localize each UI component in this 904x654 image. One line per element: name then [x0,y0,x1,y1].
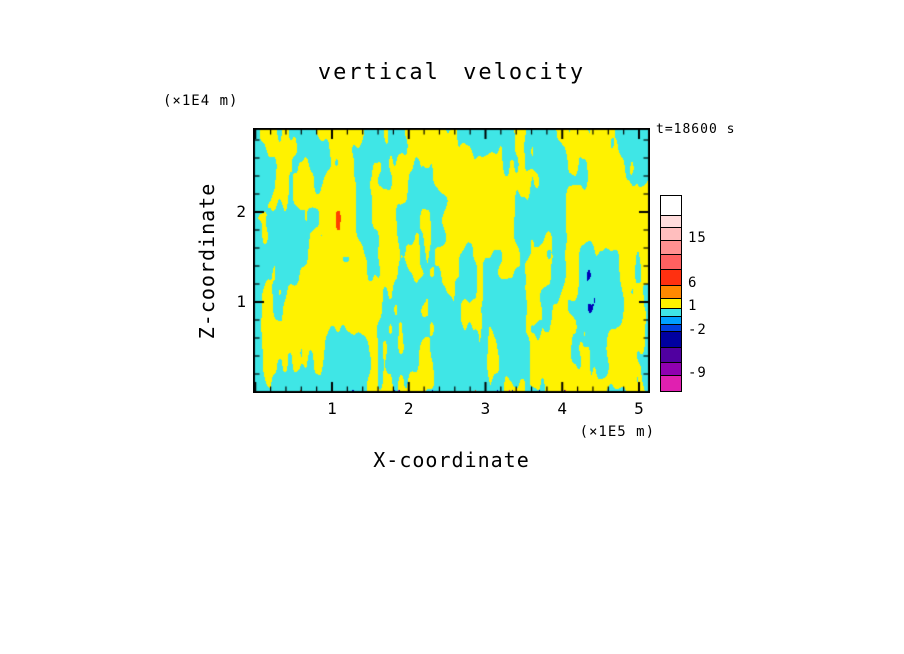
colorbar-segment [661,254,681,270]
colorbar-segment [661,331,681,348]
z-tick-label: 2 [236,202,246,221]
colorbar-segment [661,196,681,215]
plot-area [253,128,650,393]
chart-title: vertical velocity [317,60,586,85]
colorbar-label: -9 [688,365,707,382]
x-tick-label: 3 [480,399,491,418]
colorbar-segment [661,284,681,299]
x-tick-label: 4 [557,399,568,418]
colorbar-segment [661,308,681,316]
colorbar-segment [661,347,681,362]
velocity-field-canvas [253,128,650,393]
colorbar-label: -2 [688,321,707,338]
x-tick-label: 2 [403,399,414,418]
colorbar-segment [661,375,681,391]
colorbar-label: 1 [688,298,698,315]
colorbar-label: 6 [688,274,698,291]
colorbar-segment [661,239,681,255]
x-tick-label: 5 [634,399,644,418]
x-axis-unit-label: (×1E5 m) [579,424,655,440]
time-annotation: t=18600 s [656,122,736,137]
x-tick-label: 1 [327,399,337,418]
colorbar-segment [661,269,681,285]
z-axis-title: Z-coordinate [195,182,219,340]
colorbar [660,195,682,392]
z-axis-unit-label: (×1E4 m) [163,93,239,109]
colorbar-segment [661,214,681,228]
colorbar-label: 15 [688,229,707,246]
colorbar-segment [661,315,681,324]
colorbar-segment [661,298,681,309]
colorbar-segment [661,361,681,376]
z-tick-label: 1 [236,292,246,311]
colorbar-segment [661,323,681,332]
colorbar-segment [661,227,681,240]
x-axis-title: X-coordinate [373,448,530,472]
